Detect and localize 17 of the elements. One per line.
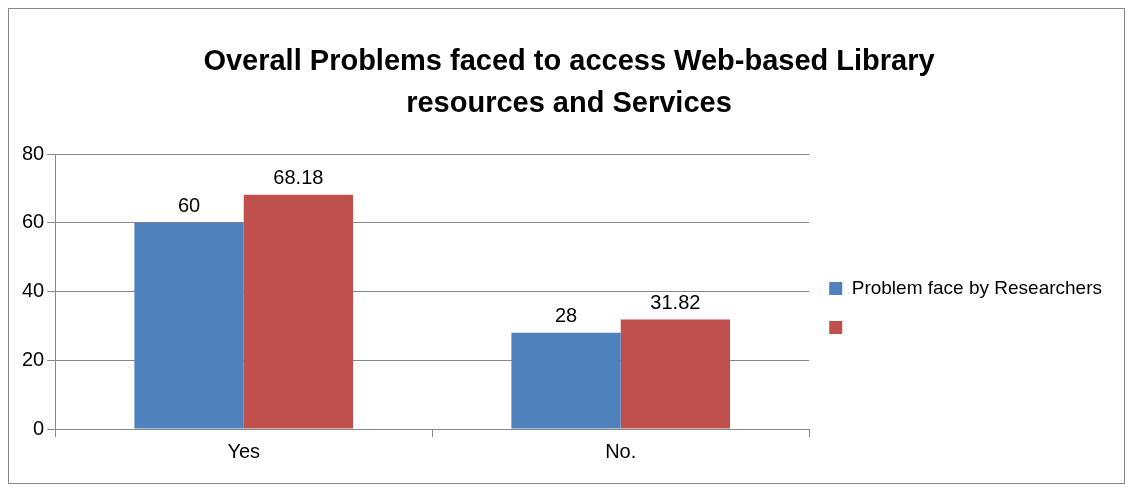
y-tick-label: 0 <box>33 416 45 439</box>
data-label: 68.18 <box>273 166 324 189</box>
y-tick-label: 80 <box>22 141 45 164</box>
data-label: 28 <box>554 304 578 327</box>
y-tick-label: 60 <box>22 210 45 233</box>
bar <box>511 332 621 429</box>
y-tick-label: 20 <box>22 347 45 370</box>
bar <box>243 194 354 429</box>
bar <box>134 222 244 429</box>
x-tick-label: Yes <box>227 439 261 462</box>
y-tick-label: 40 <box>22 279 45 302</box>
bar <box>620 319 731 429</box>
chart-title: Overall Problems faced to access Web-based Library resources and Services <box>202 43 936 120</box>
x-tick-label: No. <box>605 439 637 462</box>
data-label: 31.82 <box>650 291 701 314</box>
data-label: 60 <box>177 194 201 217</box>
legend-label: Problem face by Researchers <box>851 276 1103 298</box>
